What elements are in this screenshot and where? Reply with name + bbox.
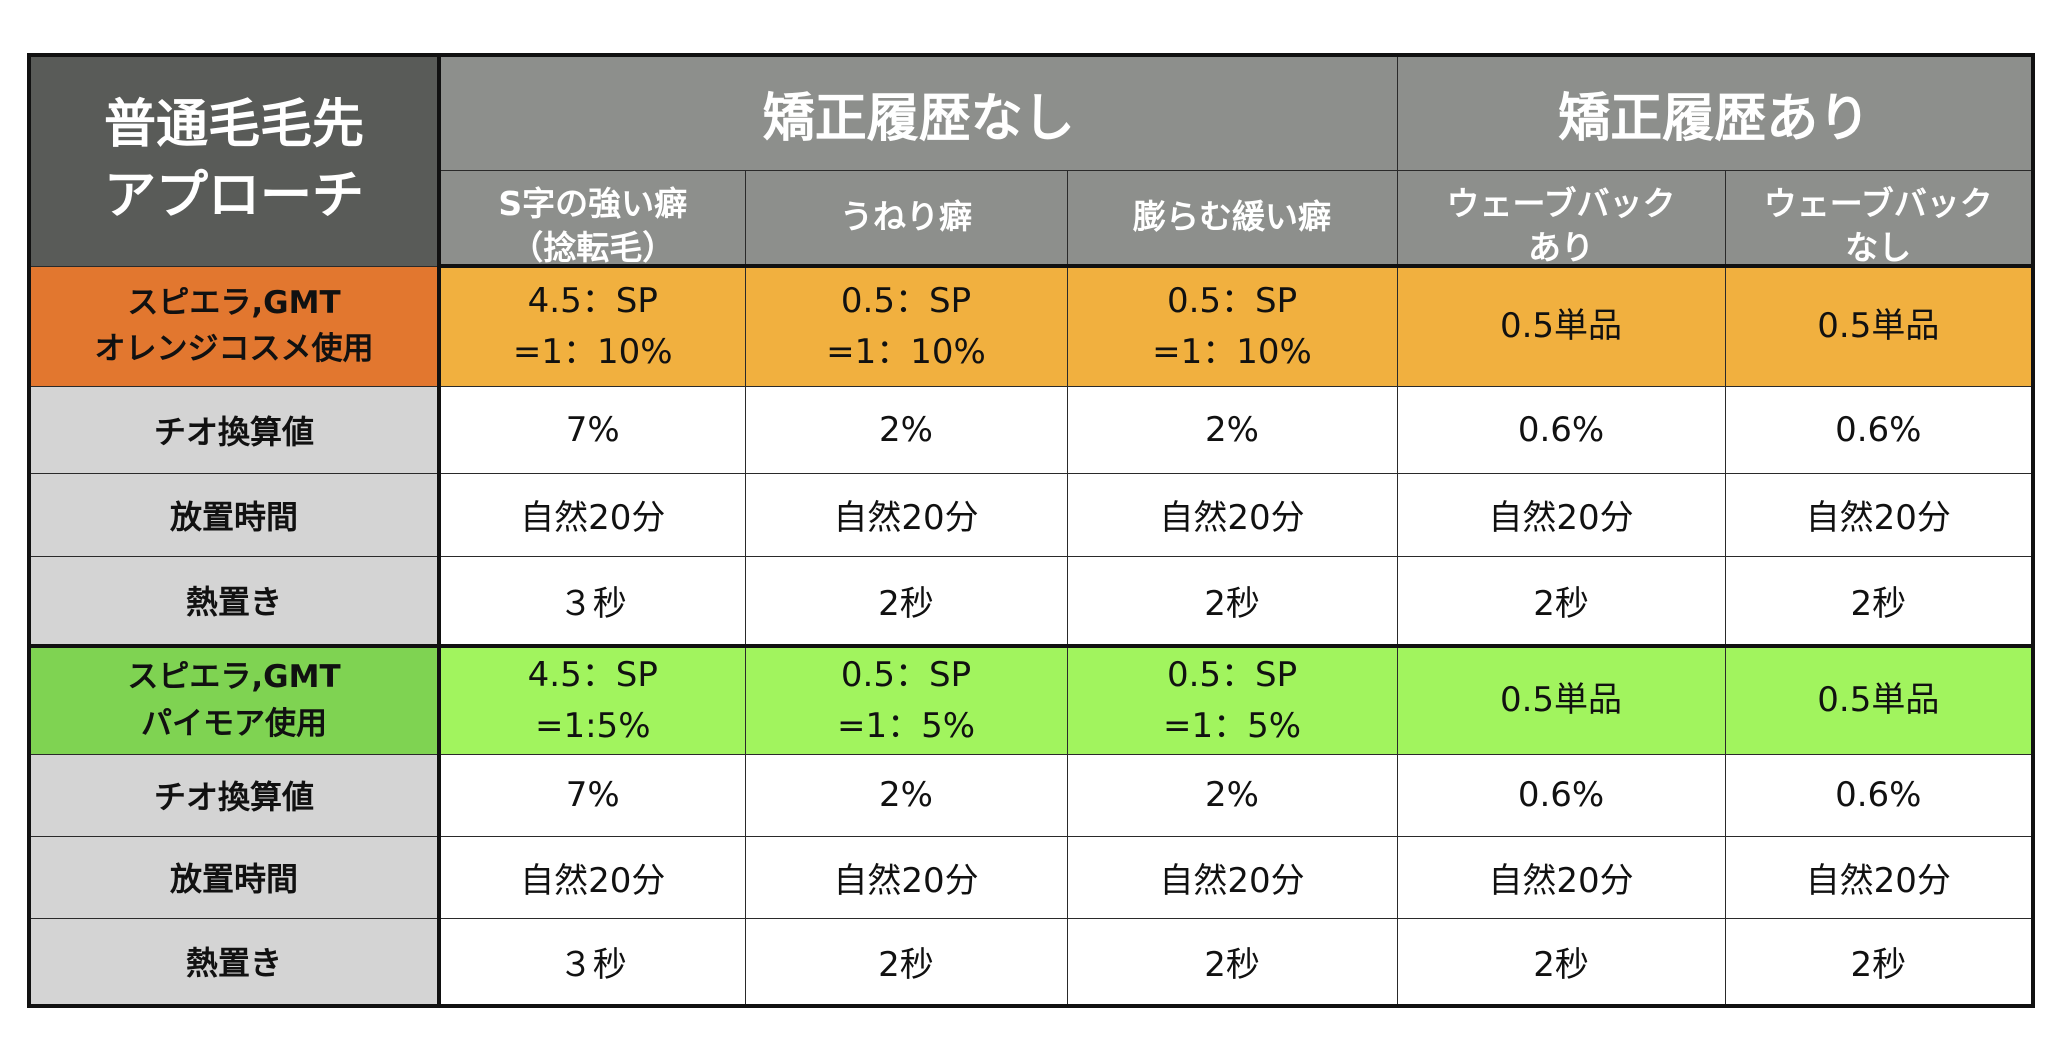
orange-ratio-line1: 0.5：SP: [840, 280, 972, 321]
section-label-green-line1: スピエラ,GMT: [127, 659, 341, 696]
green-ratio-cell: 0.5単品: [1396, 645, 1726, 755]
group-header-with-history: 矯正履歴あり: [1396, 54, 2034, 171]
table-cell: 0.6%: [1396, 753, 1726, 837]
orange-ratio-line2: =1：10%: [826, 331, 986, 372]
table-cell: 2%: [1066, 753, 1398, 837]
section-label-orange: スピエラ,GMT オレンジコスメ使用: [28, 265, 441, 387]
section-label-green-line2: パイモア使用: [141, 705, 327, 742]
green-ratio-cell: 0.5単品: [1724, 645, 2034, 755]
table-cell: 2%: [1066, 385, 1398, 474]
orange-ratio-line1: 0.5単品: [1817, 306, 1940, 347]
green-ratio-cell: 0.5：SP =1：5%: [744, 645, 1068, 755]
table-cell: 自然20分: [1396, 835, 1726, 919]
green-ratio-line1: 0.5単品: [1499, 680, 1623, 721]
table-cell: 0.6%: [1724, 753, 2034, 837]
table-cell: 0.6%: [1724, 385, 2034, 474]
table-cell: 7%: [438, 385, 746, 474]
orange-ratio-cell: 0.5単品: [1724, 265, 2034, 387]
subheader-s-curl-line1: S字の強い癖: [498, 184, 688, 224]
corner-title: 普通毛毛先 アプローチ: [28, 54, 441, 267]
orange-ratio-line2: =1：10%: [512, 331, 673, 372]
table-cell: 自然20分: [438, 472, 746, 557]
table-cell: 2秒: [1396, 917, 1726, 1007]
table-cell: 自然20分: [1724, 835, 2034, 919]
table-cell: 7%: [438, 753, 746, 837]
table-cell: 2秒: [1724, 917, 2034, 1007]
table-cell: 自然20分: [1724, 472, 2034, 557]
orange-ratio-cell: 0.5：SP =1：10%: [744, 265, 1068, 387]
green-ratio-line2: =1：5%: [1162, 705, 1302, 746]
subheader-waveback-no-line2: なし: [1845, 227, 1912, 266]
subheader-s-curl: S字の強い癖 （捻転毛）: [438, 169, 746, 268]
table-cell: 自然20分: [1396, 472, 1726, 557]
approach-table: 普通毛毛先 アプローチ 矯正履歴なし 矯正履歴あり S字の強い癖 （捻転毛） う…: [27, 53, 2036, 1008]
subheader-waveback-no-line1: ウェーブバック: [1763, 184, 1993, 224]
green-ratio-line2: =1:5%: [534, 705, 651, 746]
orange-ratio-line2: =1：10%: [1152, 331, 1312, 372]
subheader-waveback-no: ウェーブバック なし: [1724, 169, 2034, 268]
table-cell: 2秒: [1066, 917, 1398, 1007]
green-ratio-line1: 0.5：SP: [1166, 654, 1298, 695]
orange-ratio-cell: 0.5単品: [1396, 265, 1726, 387]
table-cell: 2秒: [744, 555, 1068, 648]
table-cell: 2%: [744, 753, 1068, 837]
row-label-thio: チオ換算値: [28, 385, 441, 474]
table-cell: 自然20分: [438, 835, 746, 919]
group-header-no-history: 矯正履歴なし: [438, 54, 1398, 171]
subheader-waveback-yes: ウェーブバック あり: [1396, 169, 1726, 268]
green-ratio-cell: 0.5：SP =1：5%: [1066, 645, 1398, 755]
table-cell: 2秒: [1396, 555, 1726, 648]
subheader-wavy: うねり癖: [744, 169, 1068, 268]
table-cell: 0.6%: [1396, 385, 1726, 474]
row-label-thio: チオ換算値: [28, 753, 441, 837]
green-ratio-cell: 4.5：SP =1:5%: [438, 645, 746, 755]
row-label-heat: 熱置き: [28, 555, 441, 648]
subheader-waveback-yes-line1: ウェーブバック: [1446, 184, 1676, 224]
green-ratio-line1: 0.5単品: [1817, 680, 1940, 721]
green-ratio-line2: =1：5%: [836, 705, 976, 746]
table-cell: 自然20分: [1066, 835, 1398, 919]
orange-ratio-cell: 4.5：SP =1：10%: [438, 265, 746, 387]
section-label-orange-line1: スピエラ,GMT: [127, 284, 341, 321]
row-label-time: 放置時間: [28, 472, 441, 557]
row-label-heat: 熱置き: [28, 917, 441, 1007]
table-cell: 2%: [744, 385, 1068, 474]
subheader-s-curl-line2: （捻転毛）: [510, 227, 676, 266]
orange-ratio-cell: 0.5：SP =1：10%: [1066, 265, 1398, 387]
corner-title-line1: 普通毛毛先: [103, 94, 364, 155]
orange-ratio-line1: 4.5：SP: [527, 280, 658, 321]
table-cell: 自然20分: [744, 835, 1068, 919]
table-cell: ３秒: [438, 917, 746, 1007]
section-label-green: スピエラ,GMT パイモア使用: [28, 645, 441, 755]
corner-title-line2: アプローチ: [103, 166, 364, 227]
green-ratio-line1: 0.5：SP: [840, 654, 972, 695]
section-label-orange-line2: オレンジコスメ使用: [94, 331, 374, 367]
orange-ratio-line1: 0.5単品: [1499, 306, 1623, 347]
table-cell: 2秒: [744, 917, 1068, 1007]
table-cell: 自然20分: [1066, 472, 1398, 557]
table-cell: ３秒: [438, 555, 746, 648]
orange-ratio-line1: 0.5：SP: [1166, 280, 1298, 321]
table-cell: 自然20分: [744, 472, 1068, 557]
table-cell: 2秒: [1724, 555, 2034, 648]
subheader-waveback-yes-line2: あり: [1528, 227, 1595, 266]
row-label-time: 放置時間: [28, 835, 441, 919]
green-ratio-line1: 4.5：SP: [527, 654, 658, 695]
table-cell: 2秒: [1066, 555, 1398, 648]
subheader-loose: 膨らむ緩い癖: [1066, 169, 1398, 268]
